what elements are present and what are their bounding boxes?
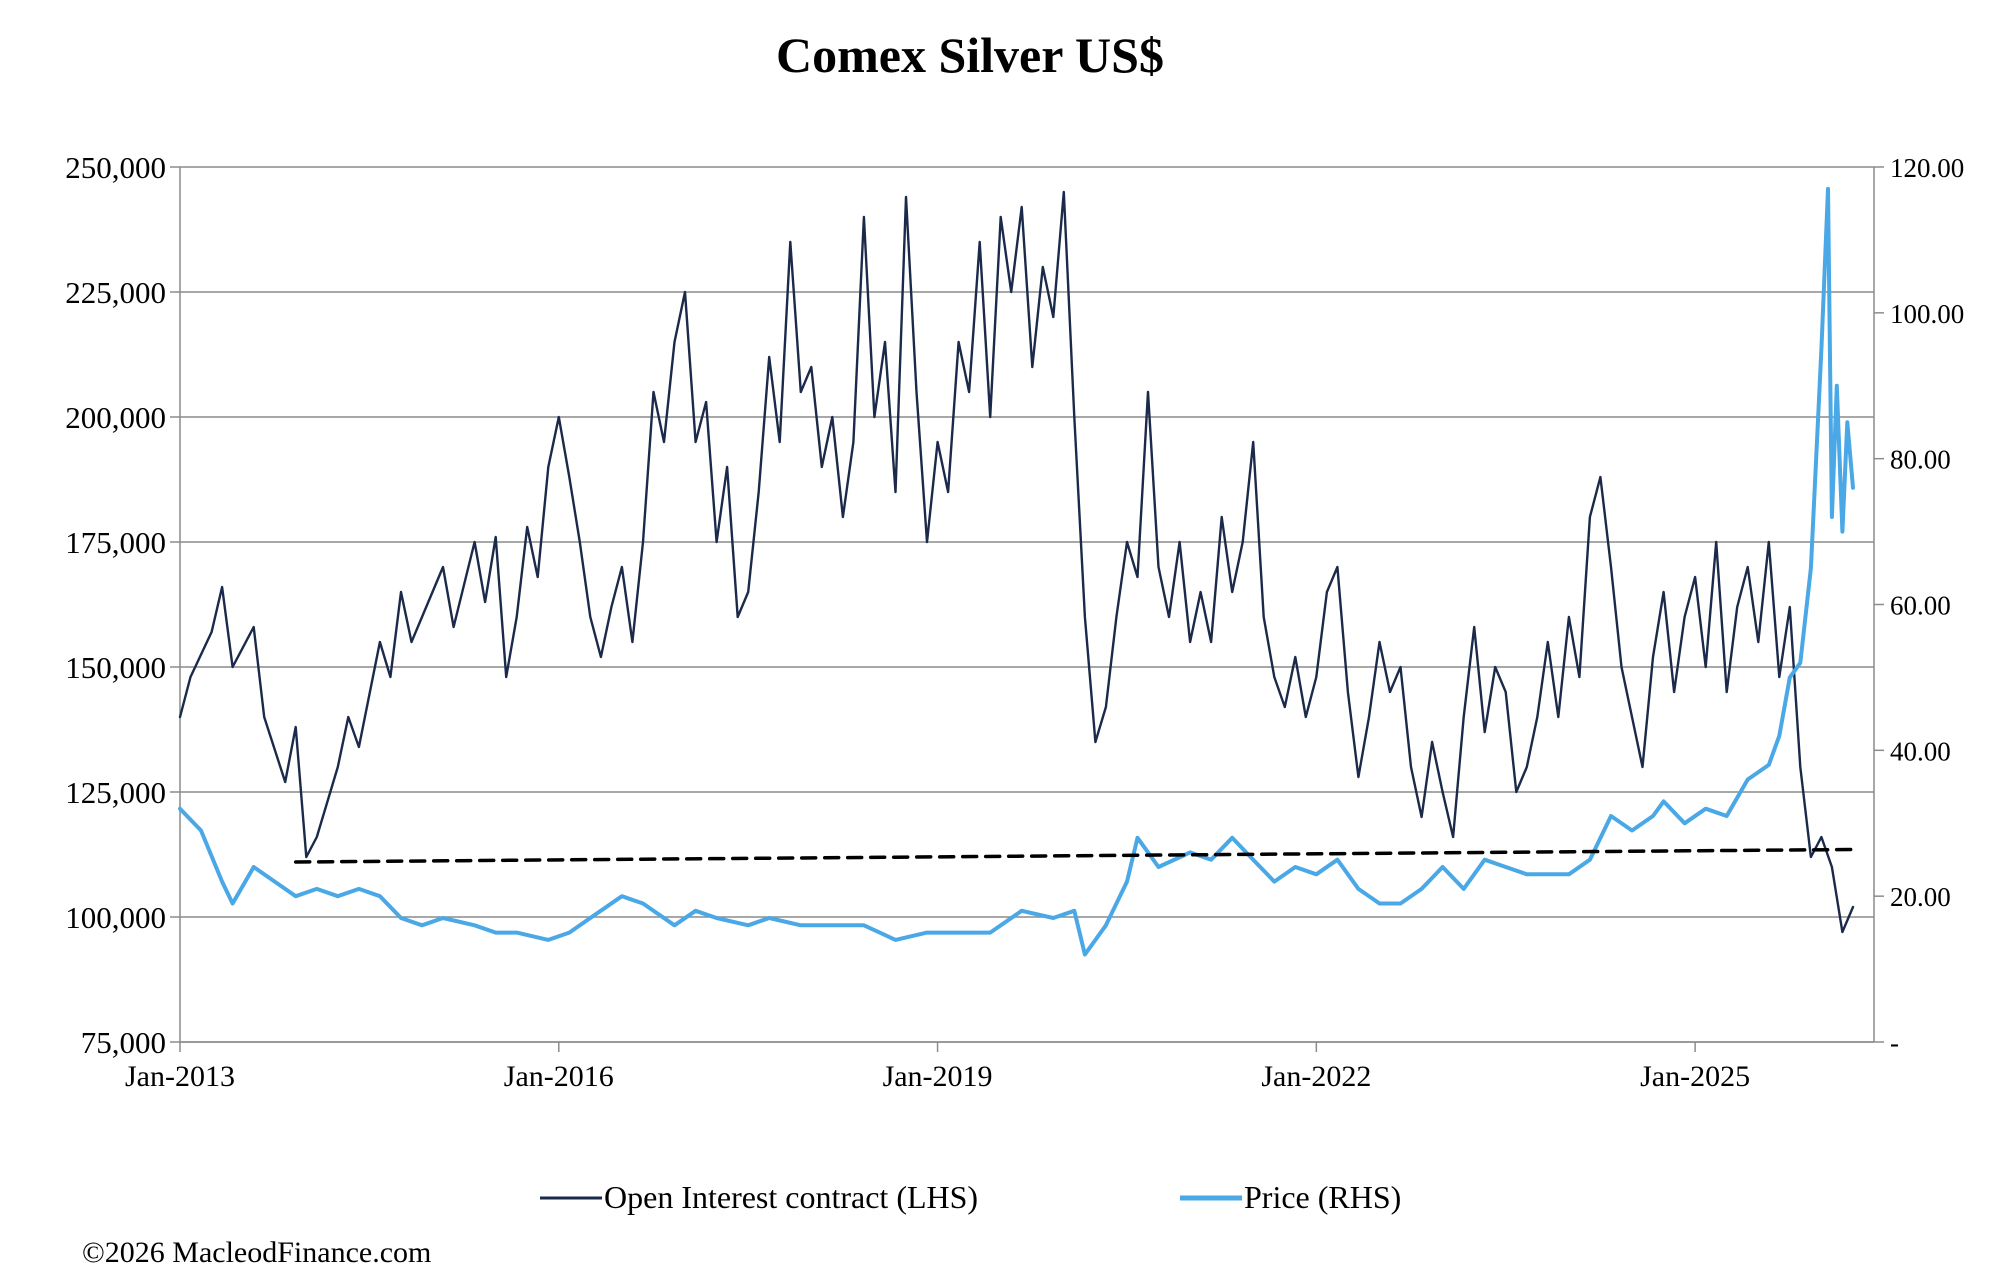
series-line-price: [178, 186, 1855, 957]
x-tick-label: Jan-2016: [504, 1060, 614, 1093]
trend-line-dashed: [293, 847, 1855, 864]
x-axis-ticks: Jan-2013 Jan-2016 Jan-2019 Jan-2022 Jan-2025: [125, 1060, 1750, 1093]
right-tick-label: -: [1890, 1028, 1899, 1058]
x-tick-label: Jan-2022: [1261, 1060, 1371, 1093]
left-axis-ticks: 75,000 100,000 125,000 150,000 175,000 200,00…: [65, 150, 166, 1060]
right-axis-ticks: - 20.00 40.00 60.00 80.00 100.00 120.00: [1890, 153, 1964, 1058]
series-line-open-interest: [178, 190, 1855, 934]
left-tick-label: 75,000: [81, 1025, 166, 1060]
chart-title: Comex Silver US$: [776, 27, 1164, 83]
series-lines: [178, 186, 1855, 957]
right-tick-label: 80.00: [1890, 445, 1951, 475]
legend-label: Open Interest contract (LHS): [604, 1179, 978, 1215]
left-tick-label: 125,000: [65, 775, 166, 810]
axes: [170, 166, 1884, 1052]
grid-lines: [180, 166, 1874, 1043]
x-tick-label: Jan-2013: [125, 1060, 235, 1093]
right-tick-label: 40.00: [1890, 736, 1951, 766]
left-tick-label: 175,000: [65, 525, 166, 560]
left-tick-label: 250,000: [65, 150, 166, 185]
left-tick-label: 100,000: [65, 900, 166, 935]
left-tick-label: 200,000: [65, 400, 166, 435]
left-tick-label: 150,000: [65, 650, 166, 685]
legend: Open Interest contract (LHS) Price (RHS): [540, 1179, 1401, 1215]
left-tick-label: 225,000: [65, 275, 166, 310]
right-tick-label: 120.00: [1890, 153, 1964, 183]
right-tick-label: 100.00: [1890, 299, 1964, 329]
legend-label: Price (RHS): [1244, 1179, 1401, 1215]
x-tick-label: Jan-2025: [1640, 1060, 1750, 1093]
right-tick-label: 20.00: [1890, 882, 1951, 912]
x-tick-label: Jan-2019: [883, 1060, 993, 1093]
copyright-text: ©2026 MacleodFinance.com: [82, 1236, 431, 1269]
right-tick-label: 60.00: [1890, 591, 1951, 621]
